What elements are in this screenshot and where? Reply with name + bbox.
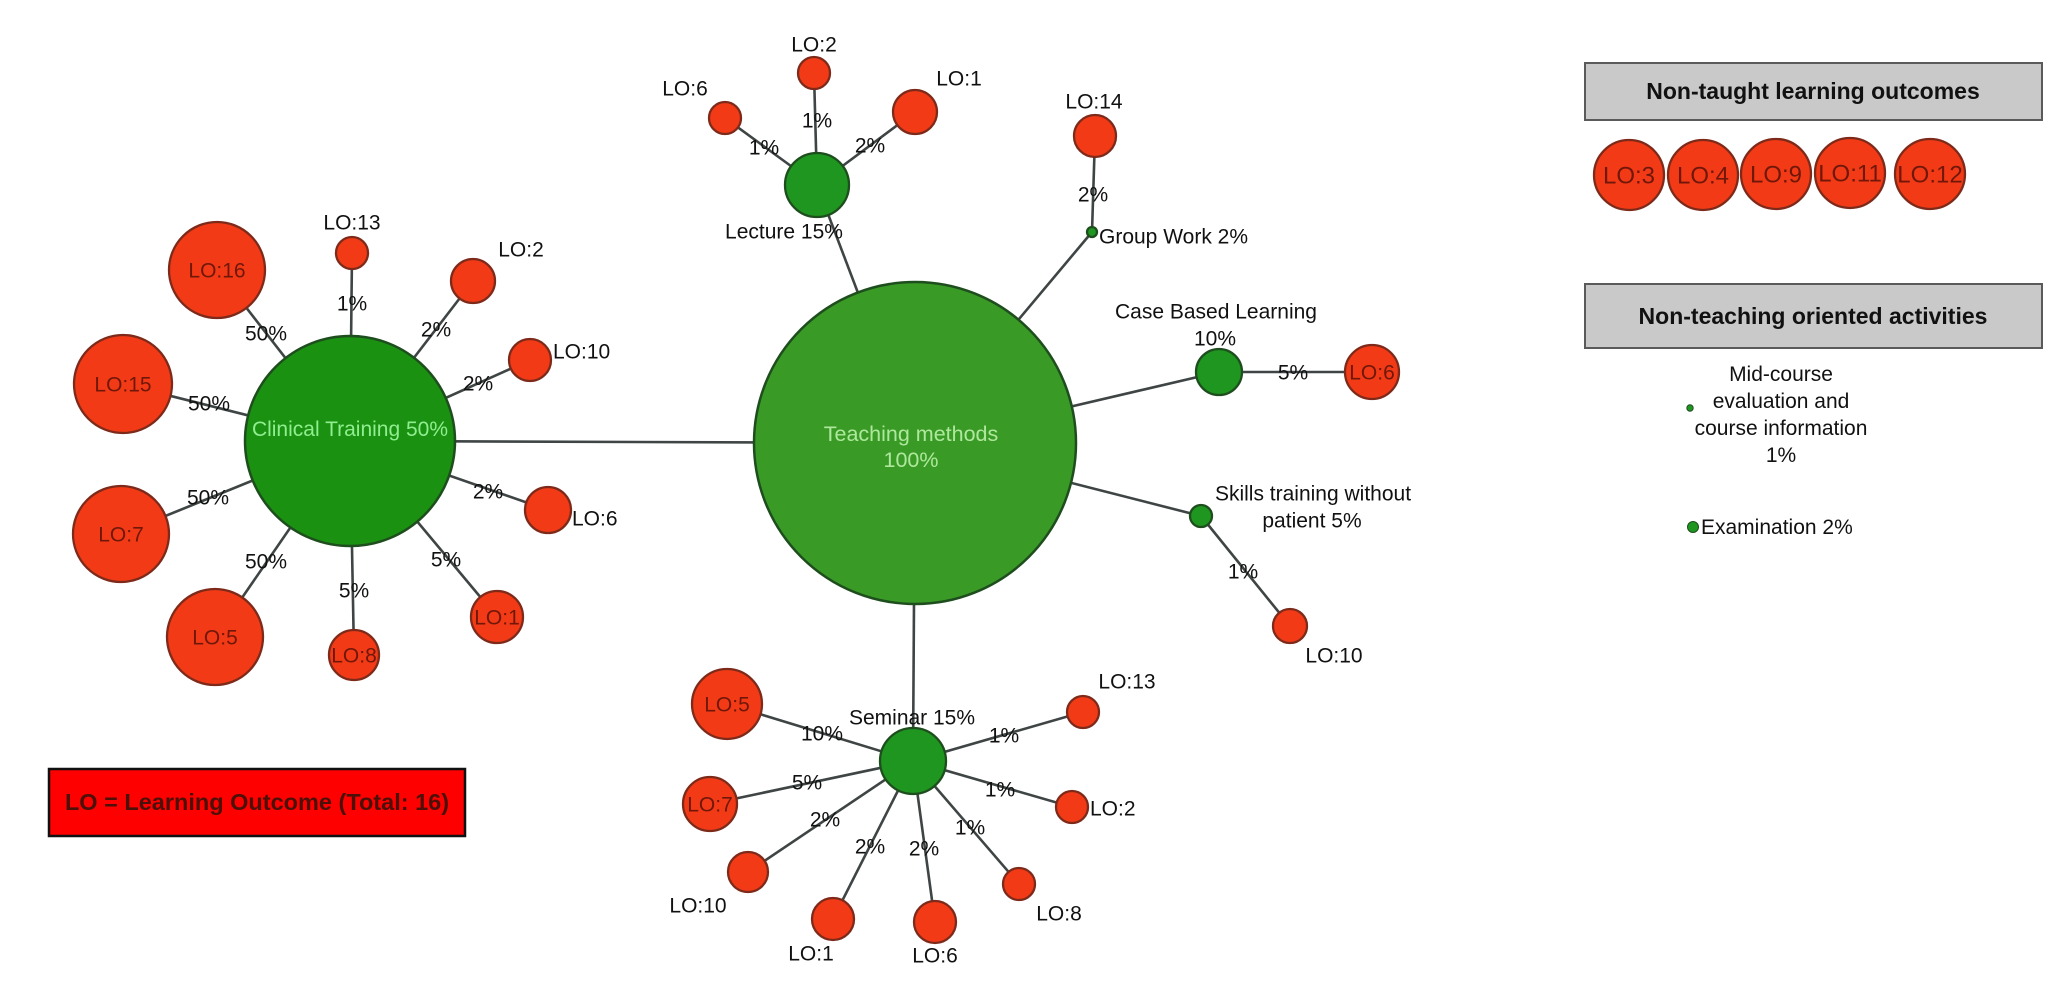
svg-text:LO:13: LO:13 <box>1098 670 1155 693</box>
svg-text:LO:1: LO:1 <box>936 67 982 90</box>
svg-text:LO:14: LO:14 <box>1065 90 1123 113</box>
svg-text:2%: 2% <box>1078 183 1108 206</box>
svg-text:5%: 5% <box>1278 361 1308 384</box>
svg-text:LO:12: LO:12 <box>1897 161 1962 188</box>
svg-text:10%: 10% <box>1194 327 1236 350</box>
svg-text:5%: 5% <box>431 548 461 571</box>
svg-text:2%: 2% <box>810 808 840 831</box>
svg-text:50%: 50% <box>245 550 287 573</box>
svg-text:Clinical Training 50%: Clinical Training 50% <box>252 418 448 441</box>
svg-text:1%: 1% <box>1228 560 1258 583</box>
svg-text:1%: 1% <box>749 136 779 159</box>
svg-text:LO:1: LO:1 <box>788 942 834 965</box>
svg-text:Seminar 15%: Seminar 15% <box>849 706 975 729</box>
svg-text:Lecture 15%: Lecture 15% <box>725 220 843 243</box>
svg-text:LO:8: LO:8 <box>1036 902 1082 925</box>
svg-text:LO:6: LO:6 <box>1349 361 1395 384</box>
svg-text:1%: 1% <box>337 292 367 315</box>
svg-text:2%: 2% <box>855 835 885 858</box>
svg-text:2%: 2% <box>909 837 939 860</box>
svg-text:100%: 100% <box>884 448 939 472</box>
svg-text:LO:6: LO:6 <box>662 77 708 100</box>
svg-text:Case Based Learning: Case Based Learning <box>1115 300 1317 323</box>
svg-text:5%: 5% <box>339 579 369 602</box>
svg-text:Examination 2%: Examination 2% <box>1701 516 1853 539</box>
svg-text:LO:2: LO:2 <box>1090 797 1136 820</box>
svg-text:evaluation and: evaluation and <box>1713 390 1850 413</box>
svg-text:Non-teaching oriented activiti: Non-teaching oriented activities <box>1639 303 1988 329</box>
svg-text:LO:7: LO:7 <box>98 523 144 546</box>
svg-text:1%: 1% <box>955 816 985 839</box>
svg-text:LO:2: LO:2 <box>791 33 837 56</box>
svg-text:Skills training without: Skills training without <box>1215 482 1411 505</box>
svg-text:2%: 2% <box>855 134 885 157</box>
svg-text:Group Work 2%: Group Work 2% <box>1099 225 1248 248</box>
svg-text:Non-taught learning outcomes: Non-taught learning outcomes <box>1646 78 1980 104</box>
svg-text:Teaching methods: Teaching methods <box>824 422 999 446</box>
svg-text:Mid-course: Mid-course <box>1729 363 1833 386</box>
svg-text:LO:2: LO:2 <box>498 238 544 261</box>
svg-text:patient 5%: patient 5% <box>1262 509 1361 532</box>
svg-text:LO:11: LO:11 <box>1818 160 1882 187</box>
svg-text:LO:10: LO:10 <box>1305 644 1362 667</box>
svg-text:LO:7: LO:7 <box>687 793 733 816</box>
svg-text:5%: 5% <box>792 771 822 794</box>
svg-text:LO:4: LO:4 <box>1677 162 1729 189</box>
svg-text:LO:1: LO:1 <box>474 606 520 629</box>
svg-text:LO:6: LO:6 <box>912 944 958 967</box>
svg-text:10%: 10% <box>801 722 843 745</box>
svg-text:2%: 2% <box>473 480 503 503</box>
svg-text:2%: 2% <box>463 372 493 395</box>
svg-text:LO:13: LO:13 <box>323 211 380 234</box>
svg-text:course information: course information <box>1695 417 1868 440</box>
svg-text:50%: 50% <box>188 392 230 415</box>
svg-text:LO = Learning Outcome (Total:: LO = Learning Outcome (Total: 16) <box>65 789 449 815</box>
svg-text:50%: 50% <box>187 486 229 509</box>
svg-text:LO:6: LO:6 <box>572 507 618 530</box>
svg-text:LO:5: LO:5 <box>192 626 238 649</box>
svg-text:LO:15: LO:15 <box>94 373 151 396</box>
svg-text:50%: 50% <box>245 322 287 345</box>
svg-text:1%: 1% <box>802 109 832 132</box>
svg-text:LO:10: LO:10 <box>553 340 610 363</box>
svg-text:LO:10: LO:10 <box>669 894 726 917</box>
svg-text:LO:8: LO:8 <box>331 644 377 667</box>
svg-text:2%: 2% <box>421 318 451 341</box>
svg-text:LO:16: LO:16 <box>188 259 245 282</box>
svg-text:1%: 1% <box>985 778 1015 801</box>
svg-text:LO:5: LO:5 <box>704 693 750 716</box>
svg-text:LO:3: LO:3 <box>1603 162 1655 189</box>
svg-text:LO:9: LO:9 <box>1750 161 1802 188</box>
svg-text:1%: 1% <box>989 724 1019 747</box>
svg-text:1%: 1% <box>1766 444 1796 467</box>
